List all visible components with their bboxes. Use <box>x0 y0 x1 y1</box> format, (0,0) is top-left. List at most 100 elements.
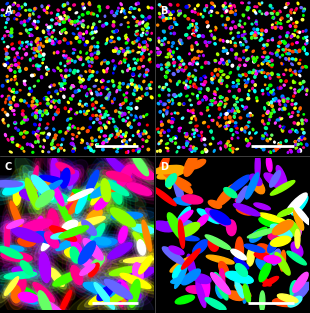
Ellipse shape <box>113 50 114 52</box>
Ellipse shape <box>87 269 138 313</box>
Ellipse shape <box>72 125 74 128</box>
Ellipse shape <box>38 137 39 140</box>
Ellipse shape <box>286 53 289 54</box>
Ellipse shape <box>87 259 161 282</box>
Ellipse shape <box>271 59 273 62</box>
Ellipse shape <box>51 43 54 45</box>
Ellipse shape <box>186 145 188 146</box>
Ellipse shape <box>185 84 187 86</box>
Ellipse shape <box>60 62 61 64</box>
Ellipse shape <box>291 100 293 101</box>
Ellipse shape <box>286 193 307 214</box>
Ellipse shape <box>81 203 108 228</box>
Ellipse shape <box>161 88 164 90</box>
Ellipse shape <box>232 85 235 88</box>
Ellipse shape <box>246 58 249 60</box>
Ellipse shape <box>59 24 61 25</box>
Text: C: C <box>5 162 12 172</box>
Ellipse shape <box>298 63 300 64</box>
Ellipse shape <box>17 104 19 106</box>
Ellipse shape <box>13 11 15 13</box>
Ellipse shape <box>144 131 147 134</box>
Ellipse shape <box>51 233 69 239</box>
Ellipse shape <box>174 112 176 114</box>
Ellipse shape <box>140 116 142 118</box>
Ellipse shape <box>106 62 109 64</box>
Ellipse shape <box>164 17 166 20</box>
Ellipse shape <box>31 231 60 244</box>
Ellipse shape <box>18 67 20 69</box>
Ellipse shape <box>96 167 142 186</box>
Ellipse shape <box>97 50 99 52</box>
Ellipse shape <box>99 94 102 95</box>
Ellipse shape <box>164 86 166 88</box>
Ellipse shape <box>14 75 16 78</box>
Ellipse shape <box>55 216 84 236</box>
Ellipse shape <box>50 268 64 286</box>
Ellipse shape <box>162 103 165 105</box>
Ellipse shape <box>8 104 11 105</box>
Ellipse shape <box>37 68 40 70</box>
Ellipse shape <box>63 50 65 52</box>
Ellipse shape <box>86 184 106 211</box>
Ellipse shape <box>236 107 238 110</box>
Ellipse shape <box>291 35 293 38</box>
Ellipse shape <box>248 115 250 117</box>
Ellipse shape <box>29 87 31 90</box>
Ellipse shape <box>282 99 283 101</box>
Ellipse shape <box>274 122 276 124</box>
Ellipse shape <box>39 115 41 117</box>
Ellipse shape <box>277 208 294 217</box>
Ellipse shape <box>141 215 153 256</box>
Ellipse shape <box>301 122 303 125</box>
Ellipse shape <box>54 106 56 108</box>
Ellipse shape <box>89 49 91 51</box>
Ellipse shape <box>214 91 216 93</box>
Ellipse shape <box>197 57 199 59</box>
Ellipse shape <box>113 85 115 87</box>
Ellipse shape <box>111 212 143 220</box>
Ellipse shape <box>71 143 74 145</box>
Ellipse shape <box>123 221 164 237</box>
Ellipse shape <box>31 100 34 103</box>
Ellipse shape <box>50 180 125 213</box>
Ellipse shape <box>291 103 293 105</box>
Ellipse shape <box>200 278 210 302</box>
Ellipse shape <box>224 2 226 4</box>
Ellipse shape <box>262 120 264 123</box>
Ellipse shape <box>72 85 75 87</box>
Ellipse shape <box>33 105 35 107</box>
Ellipse shape <box>97 286 113 301</box>
Ellipse shape <box>90 33 92 35</box>
Ellipse shape <box>286 36 288 38</box>
Ellipse shape <box>124 12 126 14</box>
Ellipse shape <box>21 57 23 59</box>
Ellipse shape <box>125 99 127 102</box>
Ellipse shape <box>11 141 14 143</box>
Ellipse shape <box>300 143 302 145</box>
Ellipse shape <box>129 280 140 307</box>
Ellipse shape <box>207 62 210 64</box>
Ellipse shape <box>264 76 267 78</box>
Ellipse shape <box>9 69 12 71</box>
Ellipse shape <box>281 54 284 56</box>
Ellipse shape <box>193 83 195 85</box>
Ellipse shape <box>51 19 53 21</box>
Ellipse shape <box>167 49 170 51</box>
Ellipse shape <box>67 176 96 230</box>
Ellipse shape <box>303 122 304 124</box>
Ellipse shape <box>119 62 121 64</box>
Ellipse shape <box>137 131 139 133</box>
Ellipse shape <box>254 90 256 93</box>
Ellipse shape <box>149 61 151 63</box>
Ellipse shape <box>141 15 144 18</box>
Ellipse shape <box>232 37 234 39</box>
Ellipse shape <box>282 49 285 51</box>
Ellipse shape <box>51 40 54 42</box>
Ellipse shape <box>93 85 96 87</box>
Ellipse shape <box>19 90 21 91</box>
Ellipse shape <box>78 103 81 105</box>
Ellipse shape <box>177 207 190 225</box>
Ellipse shape <box>75 37 78 39</box>
Ellipse shape <box>217 74 219 76</box>
